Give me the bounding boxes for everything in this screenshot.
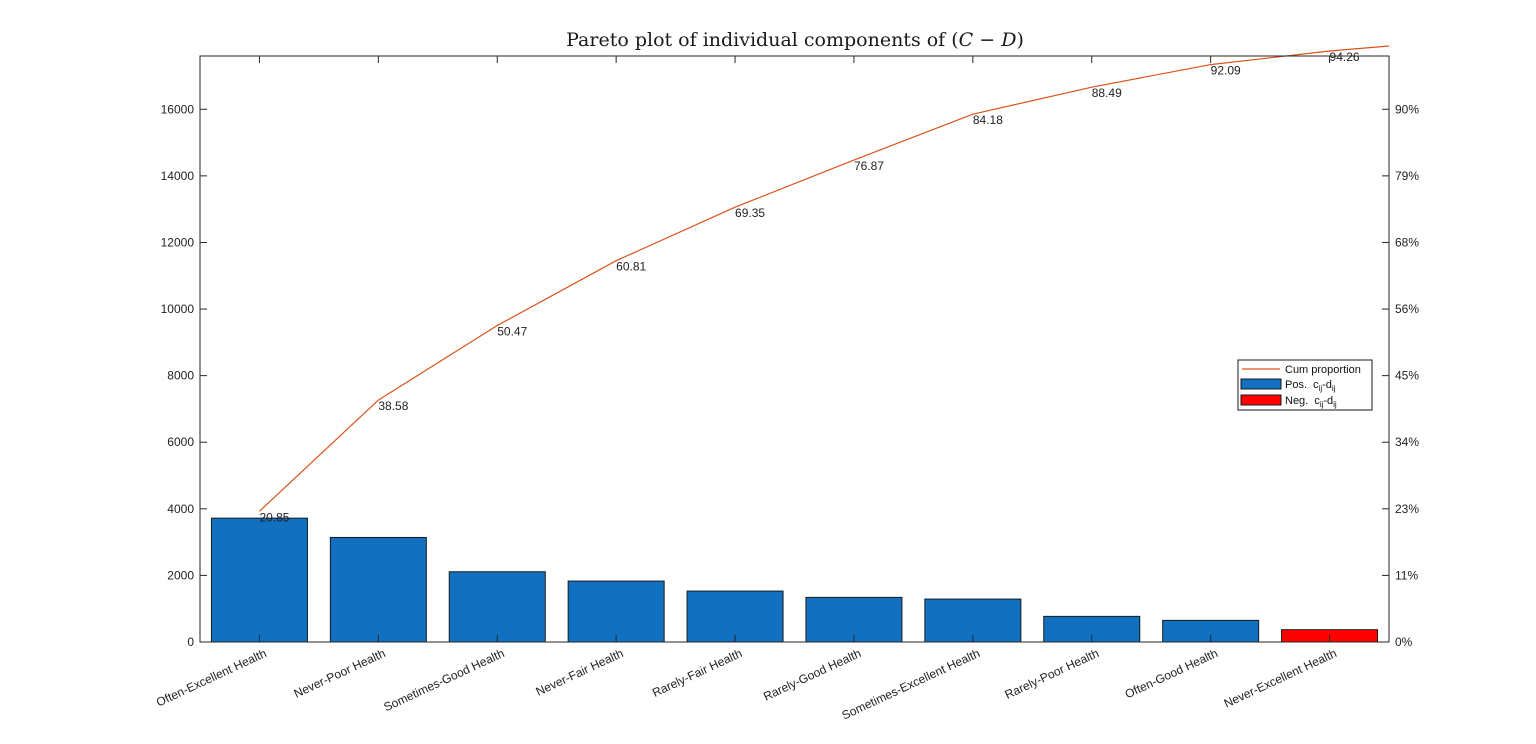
legend-neg-label-sub2: ij — [1333, 400, 1337, 409]
category-label-4: Never-Fair Health — [534, 646, 626, 699]
bars-group — [210, 517, 1379, 643]
bar-1 — [210, 517, 308, 643]
cum-label-4: 60.81 — [616, 260, 646, 274]
bar-7 — [924, 598, 1022, 643]
category-label-2: Never-Poor Health — [292, 646, 388, 701]
data-labels-group: 20.85 38.58 50.47 60.81 69.35 76.87 84.18 88.49… — [259, 50, 1359, 524]
y2-tick-label-2: 23% — [1395, 502, 1419, 516]
category-label-10: Never-Excellent Health — [1222, 646, 1339, 711]
chart-title: Pareto plot of individual components of … — [566, 29, 1024, 51]
cum-label-1: 20.85 — [259, 510, 289, 524]
y2-tick-label-7: 79% — [1395, 169, 1419, 183]
category-label-3: Sometimes-Good Health — [382, 646, 507, 714]
legend-neg-label-prefix: Neg. — [1285, 395, 1308, 407]
legend-neg-label-d: -d — [1323, 395, 1333, 407]
cum-label-8: 88.49 — [1092, 86, 1122, 100]
y-tick-label-2: 4000 — [167, 502, 194, 516]
cum-label-3: 50.47 — [497, 325, 527, 339]
y2-tick-label-5: 56% — [1395, 302, 1419, 316]
legend-pos-label-prefix: Pos. — [1285, 379, 1307, 391]
plot-frame — [199, 55, 1390, 643]
y2-tick-label-0: 0% — [1395, 635, 1413, 649]
category-label-1: Often-Excellent Health — [154, 646, 269, 709]
y-tick-label-4: 8000 — [167, 369, 194, 383]
category-label-8: Rarely-Poor Health — [1003, 646, 1101, 702]
y2-tick-label-4: 45% — [1395, 369, 1419, 383]
y-tick-label-6: 12000 — [161, 235, 195, 249]
legend-neg-swatch — [1240, 394, 1282, 406]
legend-cum-label: Cum proportion — [1285, 364, 1361, 376]
legend-neg-label-c: c — [1314, 395, 1320, 407]
category-label-5: Rarely-Fair Health — [650, 646, 744, 700]
legend-pos-label-sub2: ij — [1332, 384, 1336, 393]
bar-5 — [686, 590, 784, 643]
cum-label-10: 94.26 — [1330, 50, 1360, 64]
y-tick-label-7: 14000 — [161, 169, 195, 183]
legend-pos-label-c: c — [1313, 379, 1319, 391]
bar-4 — [567, 580, 665, 643]
cum-label-9: 92.09 — [1211, 64, 1241, 78]
legend-pos-label-sub1: ij — [1319, 384, 1323, 393]
y-tick-label-8: 16000 — [161, 102, 195, 116]
cumulative-line-group — [259, 45, 1390, 512]
cumulative-proportion-line — [259, 45, 1390, 512]
y2-tick-label-6: 68% — [1395, 235, 1419, 249]
cum-label-2: 38.58 — [378, 399, 408, 413]
y2-tick-label-1: 11% — [1395, 568, 1418, 582]
cum-label-6: 76.87 — [854, 159, 884, 173]
category-label-9: Often-Good Health — [1123, 646, 1220, 701]
legend-pos-label-d: -d — [1322, 379, 1332, 391]
legend-neg-label-sub1: ij — [1320, 400, 1324, 409]
cum-label-5: 69.35 — [735, 206, 765, 220]
bar-6 — [805, 596, 903, 643]
cum-label-7: 84.18 — [973, 113, 1003, 127]
y-tick-label-0: 0 — [187, 635, 194, 649]
legend-neg-label: Neg. cij-dij — [1285, 395, 1337, 409]
legend-pos-label: Pos. cij-dij — [1285, 379, 1336, 393]
y2-tick-label-3: 34% — [1395, 435, 1419, 449]
y2-tick-label-8: 90% — [1395, 102, 1419, 116]
bar-2 — [329, 536, 427, 643]
y-tick-label-1: 2000 — [167, 568, 194, 582]
y-tick-label-3: 6000 — [167, 435, 194, 449]
category-label-6: Rarely-Good Health — [761, 646, 863, 704]
y-tick-label-5: 10000 — [161, 302, 195, 316]
bar-3 — [448, 571, 546, 643]
legend-pos-swatch — [1240, 378, 1282, 390]
